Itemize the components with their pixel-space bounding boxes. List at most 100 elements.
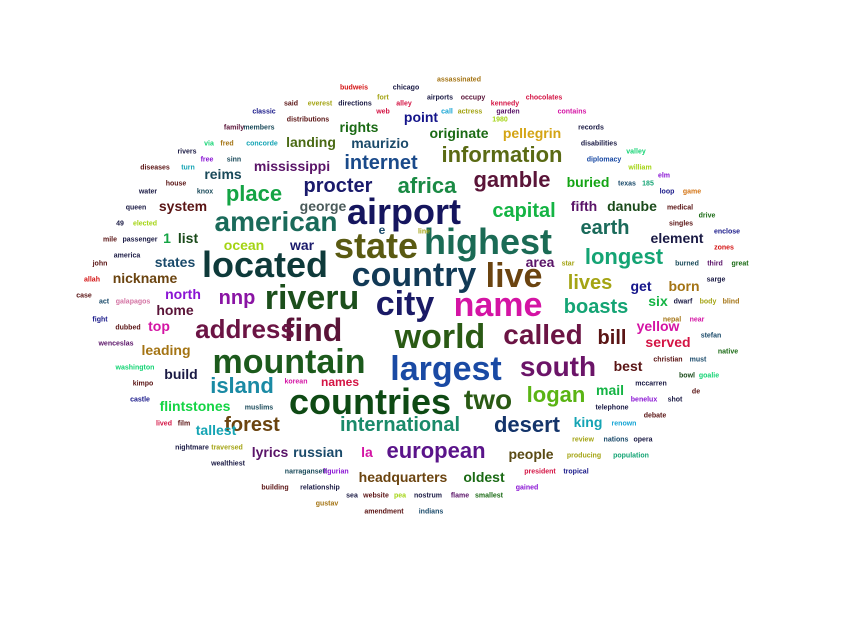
word-galapagos: galapagos (115, 298, 151, 306)
word-rights: rights (339, 119, 379, 135)
word-enclose: enclose (713, 228, 741, 236)
word-smallest: smallest (474, 492, 504, 500)
word-international: international (339, 414, 461, 436)
word-people: people (508, 446, 554, 462)
word-south: south (519, 351, 597, 382)
word-debate: debate (643, 412, 667, 420)
word-earth: earth (580, 217, 630, 239)
word-desert: desert (493, 412, 561, 437)
word-population: population (613, 452, 649, 460)
word-procter: procter (303, 175, 373, 197)
word-fred: fred (220, 140, 234, 148)
word-stefan: stefan (700, 332, 722, 340)
word-nnp: nnp (218, 287, 256, 309)
word-film: film (177, 420, 191, 428)
word-dubbed: dubbed (115, 324, 141, 332)
word-airport: airport (346, 191, 462, 232)
word-family: family (223, 124, 245, 132)
word-nostrum: nostrum (414, 492, 442, 500)
word-web: web (376, 108, 390, 116)
word-tallest: tallest (195, 422, 237, 438)
word-knox: knox (196, 188, 214, 196)
word-yellow: yellow (636, 318, 680, 334)
word-maurizio: maurizio (351, 135, 409, 151)
word-ligurian: ligurian (323, 468, 349, 476)
word-island: island (210, 373, 274, 398)
word-kimpo: kimpo (132, 380, 154, 388)
word-free: free (200, 156, 214, 164)
word-chocolates: chocolates (525, 94, 563, 102)
word-state: state (333, 225, 419, 266)
word-get: get (630, 278, 652, 294)
word-producing: producing (566, 452, 602, 460)
word-shot: shot (667, 396, 683, 404)
word-korean: korean (284, 378, 308, 386)
word-russian: russian (293, 444, 343, 460)
word-name: name (453, 286, 543, 324)
word-goalie: goalie (698, 372, 720, 380)
word-pellegrin: pellegrin (502, 125, 562, 141)
word-concorde: concorde (246, 140, 278, 148)
word-names: names (320, 375, 360, 389)
word-america: america (113, 252, 141, 260)
word-headquarters: headquarters (358, 469, 448, 485)
word-la: la (361, 444, 373, 460)
word-line: line (417, 228, 431, 236)
word-185: 185 (642, 180, 654, 188)
word-washington: washington (115, 364, 155, 372)
word-amendment: amendment (364, 508, 404, 516)
word-disabilities: disabilities (580, 140, 618, 148)
word-49: 49 (116, 220, 124, 228)
word-capital: capital (492, 200, 556, 222)
word-said: said (283, 100, 299, 108)
word-oldest: oldest (463, 469, 505, 485)
word-buried: buried (566, 174, 610, 190)
word-located: located (201, 244, 329, 285)
word-airports: airports (426, 94, 454, 102)
word-sarge: sarge (706, 276, 726, 284)
word-christian: christian (653, 356, 683, 364)
word-kennedy: kennedy (490, 100, 520, 108)
word-system: system (158, 198, 208, 214)
word-boasts: boasts (563, 296, 629, 318)
word-building: building (261, 484, 289, 492)
word-actress: actress (457, 108, 483, 116)
word-africa: africa (397, 173, 457, 198)
word-directions: directions (338, 100, 372, 108)
word-texas: texas (618, 180, 636, 188)
word-loop: loop (659, 188, 675, 196)
word-rivers: rivers (177, 148, 197, 156)
word-mile: mile (102, 236, 118, 244)
word-bill: bill (597, 327, 627, 349)
word-six: six (648, 293, 668, 309)
word-chicago: chicago (392, 84, 420, 92)
word-medical: medical (666, 204, 694, 212)
word-william: william (628, 164, 652, 172)
word-internet: internet (344, 152, 418, 174)
word-originate: originate (429, 125, 489, 141)
word-website: website (363, 492, 389, 500)
word-lived: lived (156, 420, 172, 428)
word-via: via (204, 140, 214, 148)
word-mountain: mountain (212, 343, 366, 381)
word-highest: highest (423, 221, 553, 262)
word-review: review (572, 436, 594, 444)
word-elm: elm (657, 172, 671, 180)
word-fifth: fifth (570, 198, 598, 214)
word-american: american (214, 206, 338, 237)
word-renown: renown (611, 420, 637, 428)
word-occupy: occupy (460, 94, 486, 102)
word-allah: allah (84, 276, 100, 284)
word-benelux: benelux (630, 396, 658, 404)
word-garden: garden (496, 108, 520, 116)
word-castle: castle (130, 396, 150, 404)
word-queen: queen (125, 204, 147, 212)
word-case: case (76, 292, 92, 300)
word-classic: classic (252, 108, 276, 116)
word-two: two (463, 384, 513, 415)
word-nickname: nickname (112, 270, 178, 286)
word-largest: largest (390, 350, 502, 388)
word-members: members (243, 124, 275, 132)
word-pea: pea (393, 492, 407, 500)
word-wealthiest: wealthiest (211, 460, 245, 468)
